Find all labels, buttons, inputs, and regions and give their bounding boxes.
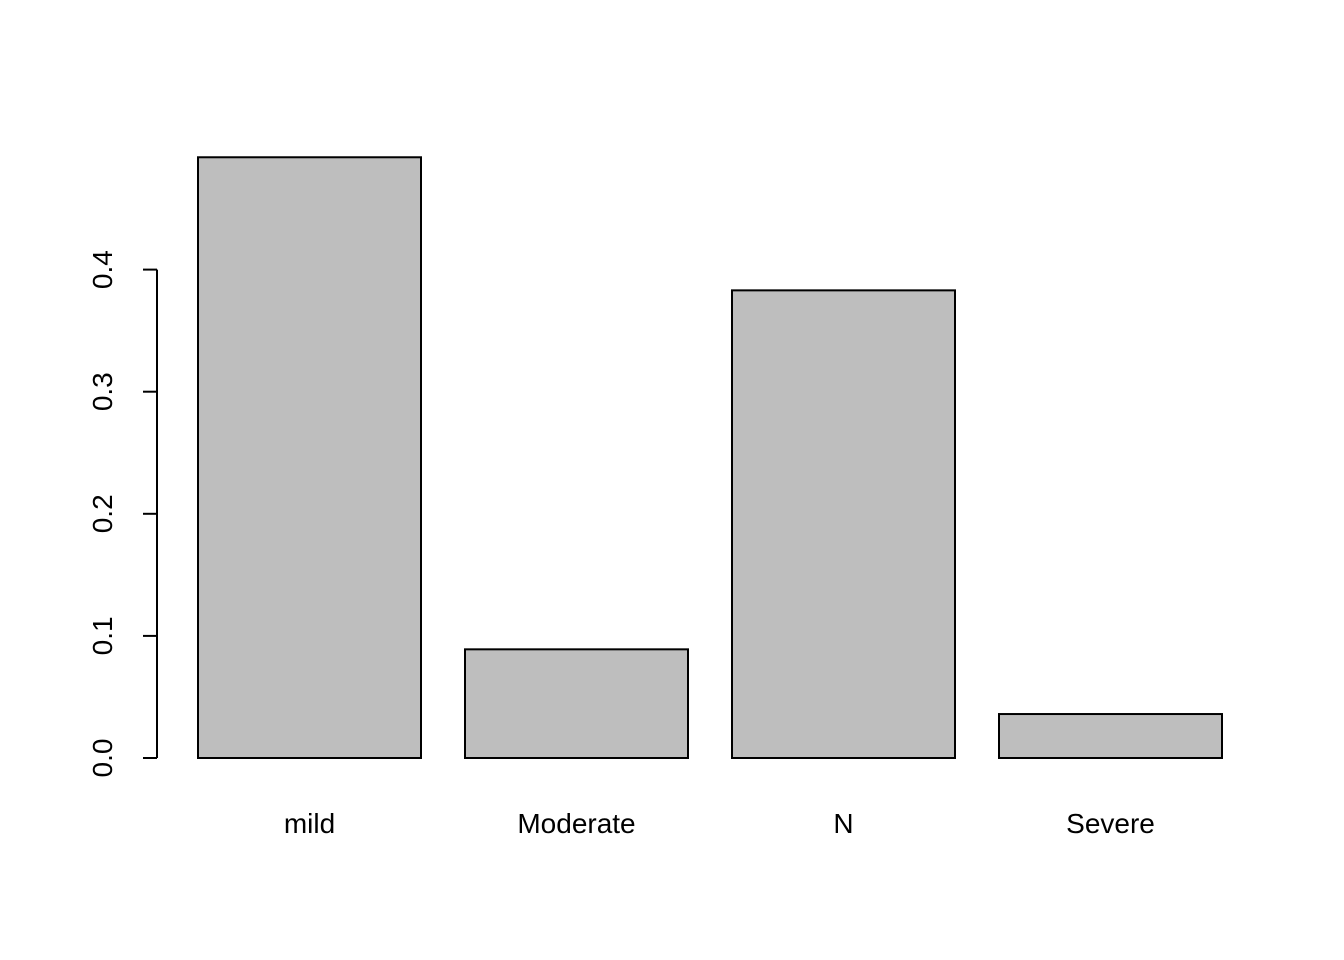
x-tick-label-mild: mild (284, 808, 335, 839)
x-tick-label-severe: Severe (1066, 808, 1155, 839)
x-axis-labels: mild Moderate N Severe (284, 808, 1155, 839)
bar-moderate (464, 648, 689, 759)
x-tick-label-n: N (833, 808, 853, 839)
y-axis: 0.0 0.1 0.2 0.3 0.4 (87, 250, 158, 778)
x-tick-label-moderate: Moderate (517, 808, 635, 839)
y-tick-label: 0.3 (87, 372, 118, 411)
bar-severe (998, 713, 1223, 760)
y-tick-label: 0.0 (87, 739, 118, 778)
y-tick-label: 0.1 (87, 616, 118, 655)
y-tick-label: 0.4 (87, 250, 118, 289)
bar-mild (197, 156, 422, 759)
bar-n (731, 289, 956, 759)
bars-group (197, 156, 1223, 760)
y-tick-label: 0.2 (87, 494, 118, 533)
